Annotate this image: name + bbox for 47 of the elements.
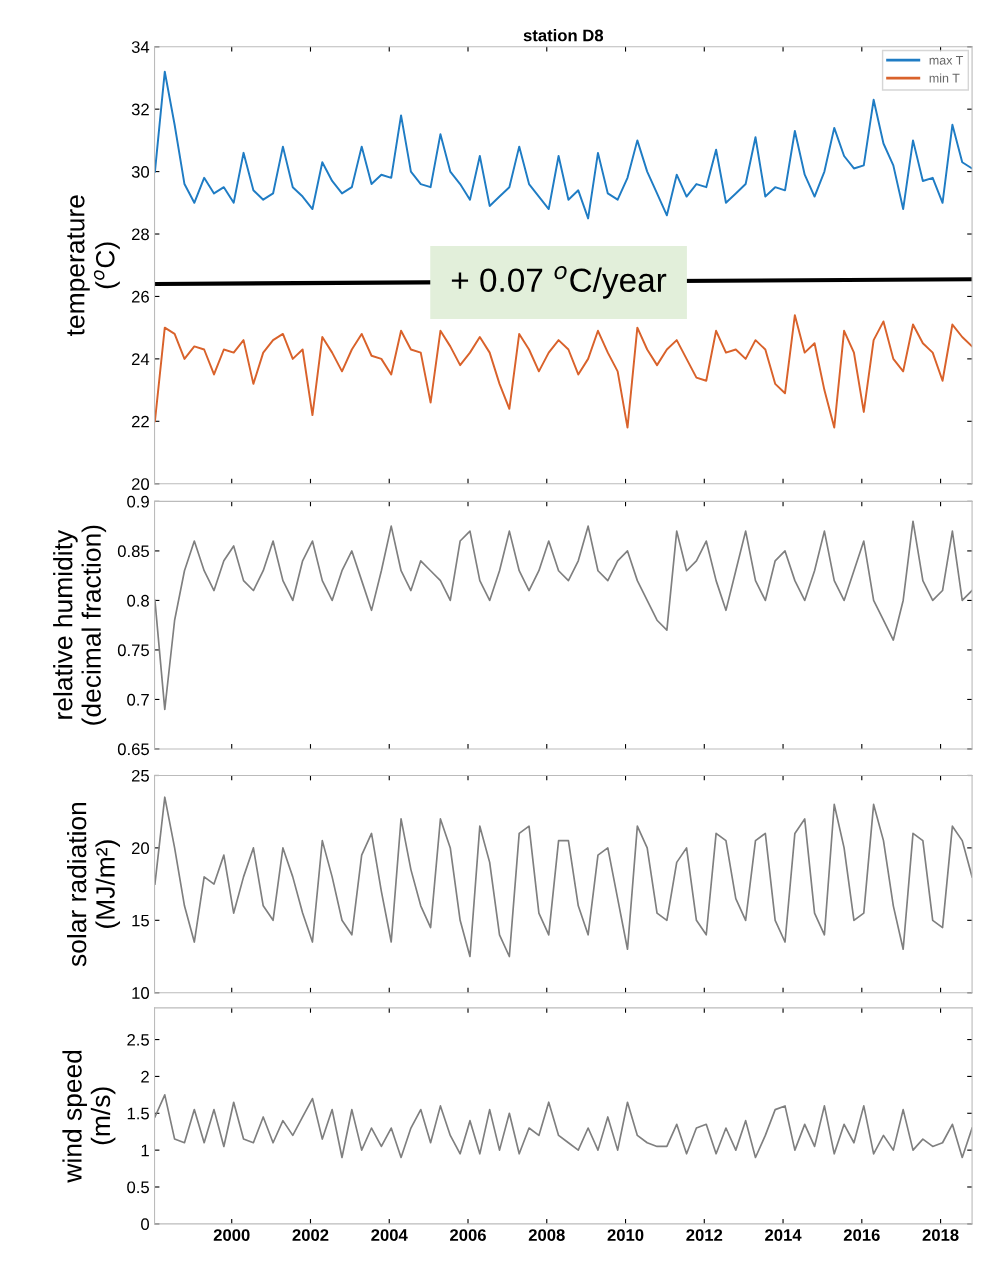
y-tick-label: 22 <box>131 415 149 428</box>
y-tick-label: 0.65 <box>117 743 149 756</box>
line-series <box>154 314 973 429</box>
legend-label: min T <box>929 73 960 83</box>
line-series <box>154 796 973 958</box>
y-tick-label: 26 <box>131 290 149 303</box>
y-tick-label: 0.9 <box>127 495 149 508</box>
y-tick-label: 24 <box>131 353 150 365</box>
x-tick-label: 2008 <box>528 1229 565 1241</box>
line-series <box>154 70 973 220</box>
y-tick-label: 20 <box>131 478 150 490</box>
y-tick-label: 2.5 <box>127 1033 149 1046</box>
y-tick-label: 2 <box>141 1070 149 1083</box>
annotation: + 0.07 $^{o}$C/year <box>451 265 667 299</box>
x-tick-label: 2016 <box>843 1229 880 1241</box>
y-axis-title: temperature ($^{o}$C) <box>67 195 120 336</box>
y-tick-label: 32 <box>131 103 149 116</box>
y-tick-label: 28 <box>131 228 149 241</box>
y-tick-label: 0.8 <box>127 594 149 607</box>
x-tick-label: 2014 <box>765 1229 802 1241</box>
legend-label: max T <box>929 55 964 65</box>
y-tick-label: 0.5 <box>127 1181 149 1194</box>
line-series <box>154 1094 973 1159</box>
y-tick-label: 0.7 <box>127 693 149 706</box>
x-tick-label: 2006 <box>450 1229 486 1241</box>
y-tick-label: 1 <box>141 1144 149 1157</box>
x-tick-label: 2000 <box>213 1229 250 1241</box>
y-axis-title: wind speed (m/s) <box>62 1050 116 1183</box>
x-tick-label: 2012 <box>686 1229 723 1241</box>
y-tick-label: 0.75 <box>117 644 149 657</box>
y-axis-title: solar radiation (MJ/m²) <box>67 802 121 967</box>
y-tick-label: 1.5 <box>127 1107 149 1120</box>
x-tick-label: 2018 <box>922 1229 959 1241</box>
y-tick-label: 15 <box>132 914 149 927</box>
y-tick-label: 20 <box>131 842 150 855</box>
x-tick-label: 2010 <box>607 1229 644 1241</box>
chart-title: station D8 <box>523 29 604 42</box>
y-tick-label: 30 <box>131 165 150 178</box>
y-tick-label: 34 <box>131 41 150 53</box>
line-series <box>154 520 973 711</box>
y-tick-label: 10 <box>132 987 150 999</box>
x-tick-label: 2002 <box>292 1229 329 1241</box>
x-tick-label: 2004 <box>371 1229 408 1241</box>
y-tick-label: 0 <box>141 1218 150 1231</box>
y-tick-label: 25 <box>131 769 149 782</box>
y-axis-title: relative humidity (decimal fraction) <box>53 525 107 725</box>
y-tick-label: 0.85 <box>117 545 149 558</box>
